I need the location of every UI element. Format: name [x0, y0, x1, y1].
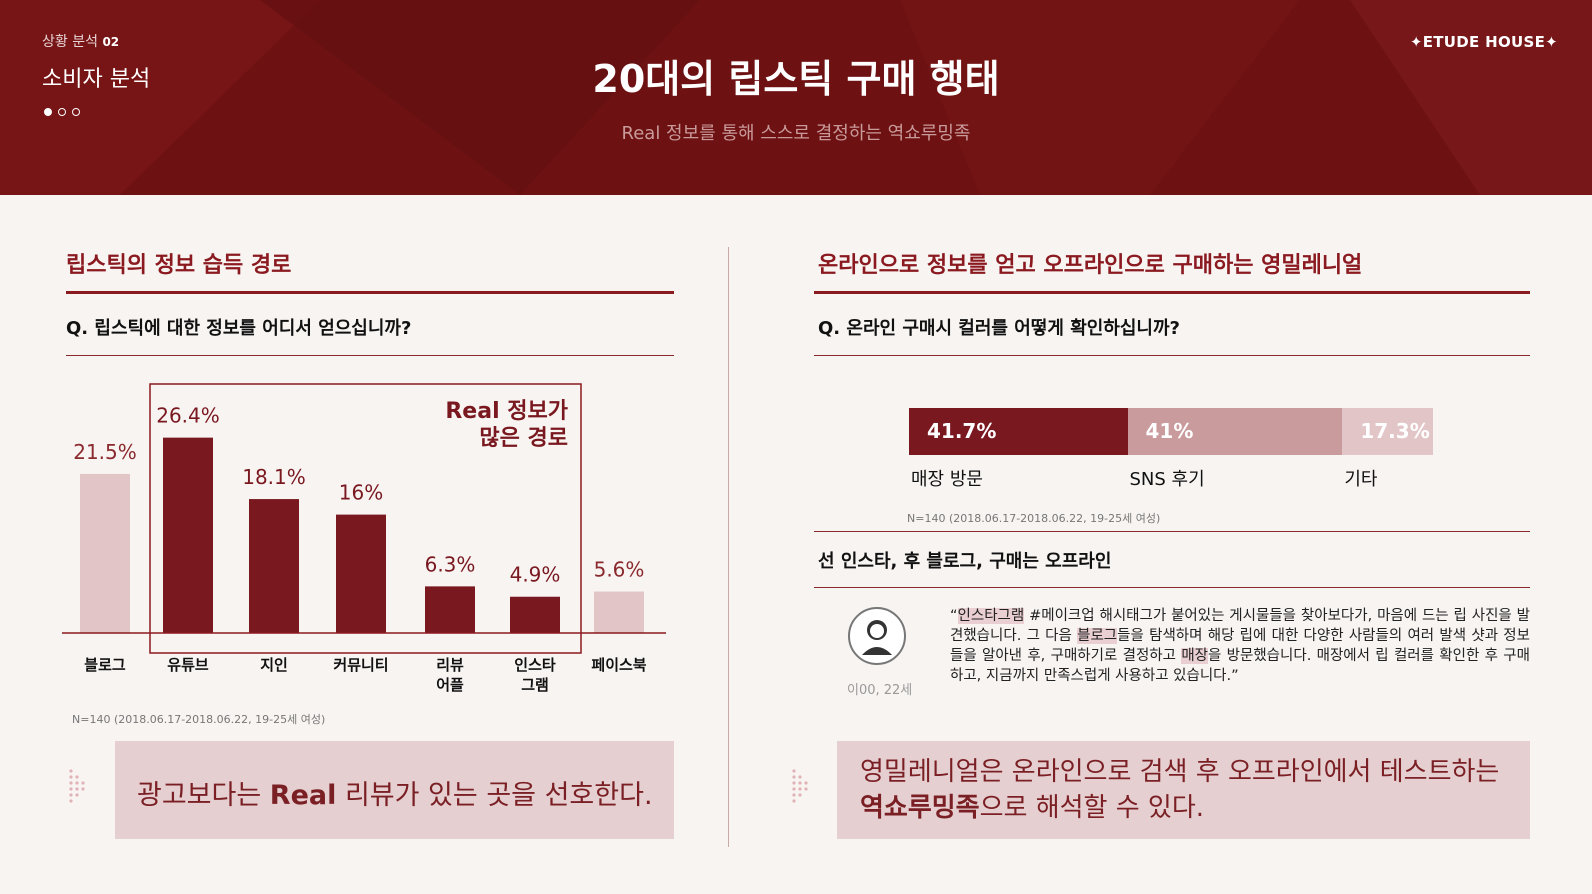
- bar-1: [163, 437, 213, 633]
- stack-segment-0: 41.7%: [909, 408, 1128, 455]
- section-label: 상황 분석 02: [42, 34, 120, 50]
- page-dot: [58, 108, 66, 116]
- stack-segment-1: 41%: [1127, 408, 1343, 455]
- bar-4: [425, 586, 475, 633]
- left-callout-box: [115, 741, 674, 839]
- left-section-title: 립스틱의 정보 습득 경로: [66, 253, 292, 278]
- page-title: 20대의 립스틱 구매 행태: [592, 57, 1000, 101]
- left-title-rule: [66, 291, 674, 294]
- right-title-rule: [814, 291, 1530, 294]
- quote-highlight-instagram: 인스타그램: [957, 608, 1025, 624]
- right-question-rule: [814, 355, 1530, 356]
- left-question-rule: [66, 355, 674, 356]
- page-dot: [72, 108, 80, 116]
- bar-3: [336, 514, 386, 633]
- bar-value-label-0: 21.5%: [73, 440, 137, 464]
- right-sample-note: N=140 (2018.06.17-2018.06.22, 19-25세 여성): [907, 512, 1161, 525]
- page-indicator: [44, 101, 86, 120]
- header-banner: 상황 분석 02 소비자 분석 ✦ETUDE HOUSE✦ 20대의 립스틱 구…: [0, 0, 1592, 195]
- page-dot-active: [44, 108, 52, 116]
- bar-5: [510, 596, 560, 633]
- quote-highlight-blog: 블로그: [1077, 628, 1118, 644]
- dots-decoration-icon: [69, 769, 85, 803]
- category-label-1: 유튜브: [167, 656, 209, 674]
- stack-category-label-2: 기타: [1344, 469, 1378, 490]
- subheading-rule-top: [814, 531, 1530, 532]
- panel-divider: [728, 247, 729, 847]
- category-label-4-0: 리뷰: [436, 656, 464, 674]
- respondent-quote: “인스타그램 #메이크업 해시태그가 붙어있는 게시물들을 찾아보다가, 마음에…: [950, 608, 1530, 684]
- quote-subheading: 선 인스타, 후 블로그, 구매는 오프라인: [818, 551, 1112, 572]
- brand-logo: ✦ETUDE HOUSE✦: [1409, 33, 1558, 51]
- category-label-5-0: 인스타: [514, 656, 556, 674]
- bar-2: [249, 499, 299, 633]
- bar-value-label-1: 26.4%: [156, 404, 220, 428]
- category-label-6: 페이스북: [591, 656, 646, 674]
- bar-value-label-2: 18.1%: [242, 465, 306, 489]
- category-label-0: 블로그: [84, 656, 126, 674]
- highlight-label-line1: Real 정보가: [445, 399, 568, 424]
- right-callout-box: [837, 741, 1530, 839]
- right-callout-text: 영밀레니얼은 온라인으로 검색 후 오프라인에서 테스트하는 역쇼루밍족으로 해…: [860, 757, 1500, 823]
- section-number: 02: [102, 35, 120, 49]
- left-question: Q. 립스틱에 대한 정보를 어디서 얻으십니까?: [66, 318, 412, 339]
- highlight-label-line2: 많은 경로: [479, 426, 568, 451]
- left-sample-note: N=140 (2018.06.17-2018.06.22, 19-25세 여성): [72, 713, 326, 726]
- bar-0: [80, 473, 130, 633]
- highlight-box: [149, 383, 582, 654]
- bar-value-label-5: 4.9%: [510, 563, 561, 587]
- header-pattern: [0, 0, 1592, 195]
- category-label-4-1: 어플: [436, 676, 464, 694]
- respondent-avatar-icon: [848, 607, 906, 665]
- bar-value-label-6: 5.6%: [594, 558, 645, 582]
- right-question: Q. 온라인 구매시 컬러를 어떻게 확인하십니까?: [818, 318, 1180, 339]
- quote-highlight-store: 매장: [1181, 648, 1208, 664]
- respondent-name: 이00, 22세: [847, 683, 913, 698]
- category-label-5-1: 그램: [521, 676, 549, 694]
- subheading-rule-bottom: [814, 587, 1530, 588]
- dots-decoration-icon: [792, 769, 808, 803]
- category-label-3: 커뮤니티: [333, 656, 388, 674]
- bar-value-label-4: 6.3%: [425, 552, 476, 576]
- stack-segment-2: 17.3%: [1342, 408, 1433, 455]
- stack-category-label-1: SNS 후기: [1129, 469, 1205, 490]
- stack-category-label-0: 매장 방문: [911, 469, 983, 490]
- bar-value-label-3: 16%: [339, 481, 383, 505]
- bar-6: [594, 591, 644, 633]
- page-subtitle: Real 정보를 통해 스스로 결정하는 역쇼루밍족: [621, 123, 971, 144]
- category-label-2: 지인: [260, 656, 288, 674]
- section-title: 소비자 분석: [42, 67, 151, 92]
- left-callout-text: 광고보다는 Real 리뷰가 있는 곳을 선호한다.: [137, 780, 653, 811]
- right-section-title: 온라인으로 정보를 얻고 오프라인으로 구매하는 영밀레니얼: [818, 253, 1363, 278]
